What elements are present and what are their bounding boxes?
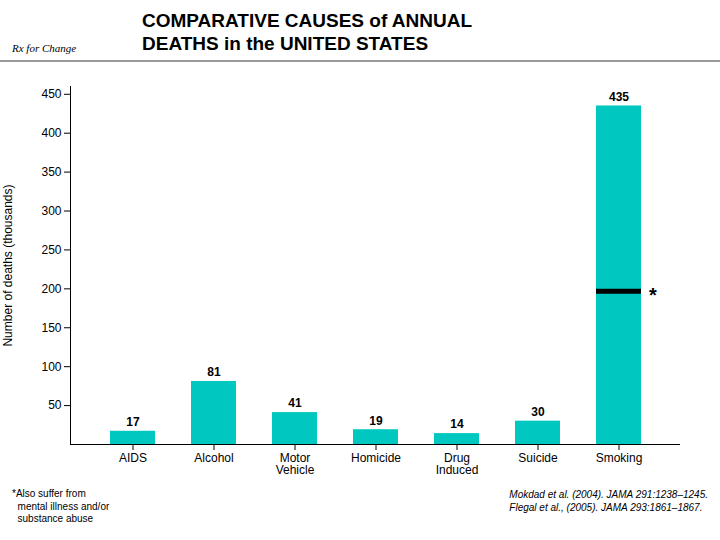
svg-text:450: 450 bbox=[41, 87, 61, 101]
svg-text:17: 17 bbox=[126, 415, 140, 429]
svg-text:400: 400 bbox=[41, 126, 61, 140]
html-text:Rx for Change: Rx for Change bbox=[12, 42, 77, 54]
svg-text:19: 19 bbox=[369, 414, 383, 428]
svg-text:*: * bbox=[649, 284, 657, 306]
svg-text:Smoking: Smoking bbox=[596, 451, 643, 465]
svg-text:MotorVehicle: MotorVehicle bbox=[276, 451, 315, 477]
svg-text:300: 300 bbox=[41, 204, 61, 218]
svg-text:41: 41 bbox=[288, 396, 302, 410]
svg-text:DrugInduced: DrugInduced bbox=[436, 451, 479, 477]
svg-text:250: 250 bbox=[41, 243, 61, 257]
svg-text:Alcohol: Alcohol bbox=[194, 451, 233, 465]
svg-text:200: 200 bbox=[41, 282, 61, 296]
svg-text:Number of deaths (thousands): Number of deaths (thousands) bbox=[1, 184, 15, 346]
html-text:*Also suffer from mental illne: *Also suffer from mental illness and/or … bbox=[12, 488, 110, 524]
svg-text:435: 435 bbox=[609, 90, 629, 104]
svg-text:AIDS: AIDS bbox=[119, 451, 147, 465]
svg-text:100: 100 bbox=[41, 360, 61, 374]
svg-text:81: 81 bbox=[207, 365, 221, 379]
svg-text:350: 350 bbox=[41, 165, 61, 179]
html-text:COMPARATIVE CAUSES of ANNUAL D: COMPARATIVE CAUSES of ANNUAL DEATHS in t… bbox=[142, 10, 472, 55]
svg-text:30: 30 bbox=[531, 405, 545, 419]
html-text:Mokdad et al. (2004). JAMA 291: Mokdad et al. (2004). JAMA 291:1238–1245… bbox=[509, 489, 708, 513]
svg-text:50: 50 bbox=[48, 398, 62, 412]
svg-text:Homicide: Homicide bbox=[351, 451, 401, 465]
svg-text:14: 14 bbox=[450, 417, 464, 431]
svg-text:150: 150 bbox=[41, 321, 61, 335]
svg-text:Suicide: Suicide bbox=[518, 451, 558, 465]
